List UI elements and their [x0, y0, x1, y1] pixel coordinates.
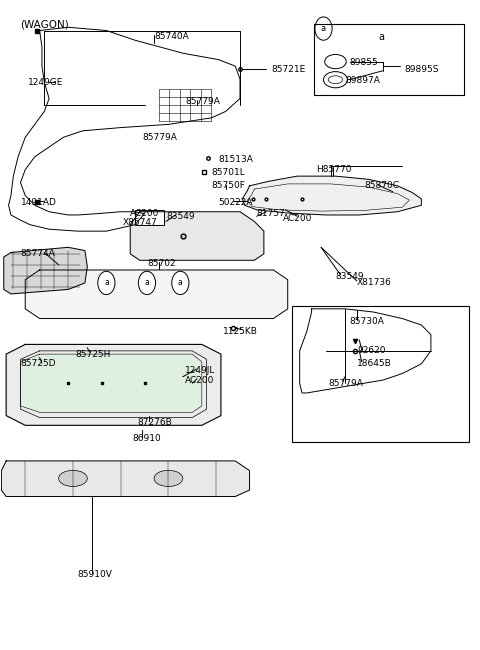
Ellipse shape [59, 471, 87, 486]
Text: 86910: 86910 [132, 434, 161, 443]
Text: AC200: AC200 [130, 209, 160, 218]
Polygon shape [242, 176, 421, 215]
Text: X81736: X81736 [357, 278, 392, 287]
Circle shape [98, 271, 115, 294]
Text: 85779A: 85779A [328, 379, 363, 388]
Text: 85730A: 85730A [350, 317, 384, 326]
Text: AC200: AC200 [283, 214, 312, 223]
Polygon shape [6, 344, 221, 425]
Text: 85725D: 85725D [21, 359, 56, 369]
Text: 85725H: 85725H [75, 350, 111, 359]
Bar [135, 211, 164, 225]
Text: 85740A: 85740A [154, 32, 189, 42]
Text: 89897A: 89897A [345, 76, 380, 85]
Text: (WAGON): (WAGON) [21, 19, 69, 29]
Text: 85721E: 85721E [271, 65, 305, 74]
Circle shape [138, 271, 156, 294]
Ellipse shape [154, 471, 183, 486]
Text: AC200: AC200 [185, 376, 215, 385]
FancyBboxPatch shape [292, 306, 469, 441]
Text: 18645B: 18645B [357, 359, 392, 369]
Text: 89895S: 89895S [405, 65, 439, 74]
Text: 1249JL: 1249JL [185, 366, 216, 375]
Polygon shape [25, 270, 288, 318]
Polygon shape [21, 354, 202, 412]
Text: 50222A: 50222A [218, 198, 253, 207]
Circle shape [172, 271, 189, 294]
Text: H85770: H85770 [316, 165, 352, 174]
Text: 85750F: 85750F [211, 181, 245, 190]
Text: 83549: 83549 [336, 272, 364, 281]
Text: 85910V: 85910V [78, 569, 113, 578]
Text: 81757: 81757 [257, 209, 286, 218]
Text: 85702: 85702 [147, 259, 176, 268]
Text: 1249GE: 1249GE [28, 78, 63, 87]
Text: a: a [378, 32, 384, 42]
Text: 85779A: 85779A [142, 133, 177, 142]
Text: 81513A: 81513A [218, 155, 253, 164]
Text: a: a [178, 278, 183, 287]
Text: 92620: 92620 [357, 346, 385, 356]
Text: 85774A: 85774A [21, 250, 55, 258]
Polygon shape [4, 248, 87, 294]
Text: 87276B: 87276B [137, 417, 172, 426]
Text: a: a [321, 24, 326, 33]
Text: 1125KB: 1125KB [223, 327, 258, 336]
Text: 83549: 83549 [166, 212, 195, 221]
Polygon shape [1, 461, 250, 497]
Text: 85779A: 85779A [185, 98, 220, 106]
Text: 85701L: 85701L [211, 168, 245, 177]
FancyBboxPatch shape [314, 24, 464, 96]
Text: 85870C: 85870C [364, 181, 399, 190]
Text: 89855: 89855 [350, 58, 379, 67]
Text: a: a [104, 278, 109, 287]
Polygon shape [130, 212, 264, 260]
Text: X85747: X85747 [123, 218, 158, 227]
Text: a: a [144, 278, 149, 287]
Text: 1491AD: 1491AD [21, 198, 56, 207]
